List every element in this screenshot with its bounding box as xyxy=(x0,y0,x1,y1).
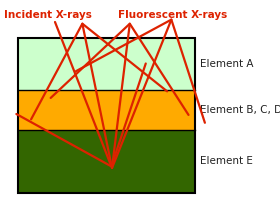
Bar xyxy=(18,130,195,193)
Text: Element E: Element E xyxy=(200,156,253,166)
Text: Element A: Element A xyxy=(200,59,253,69)
Bar xyxy=(18,38,195,90)
Bar xyxy=(18,90,195,130)
Text: Fluorescent X-rays: Fluorescent X-rays xyxy=(118,10,227,20)
Text: Incident X-rays: Incident X-rays xyxy=(4,10,92,20)
Text: Element B, C, D: Element B, C, D xyxy=(200,105,280,115)
Bar xyxy=(18,38,195,193)
